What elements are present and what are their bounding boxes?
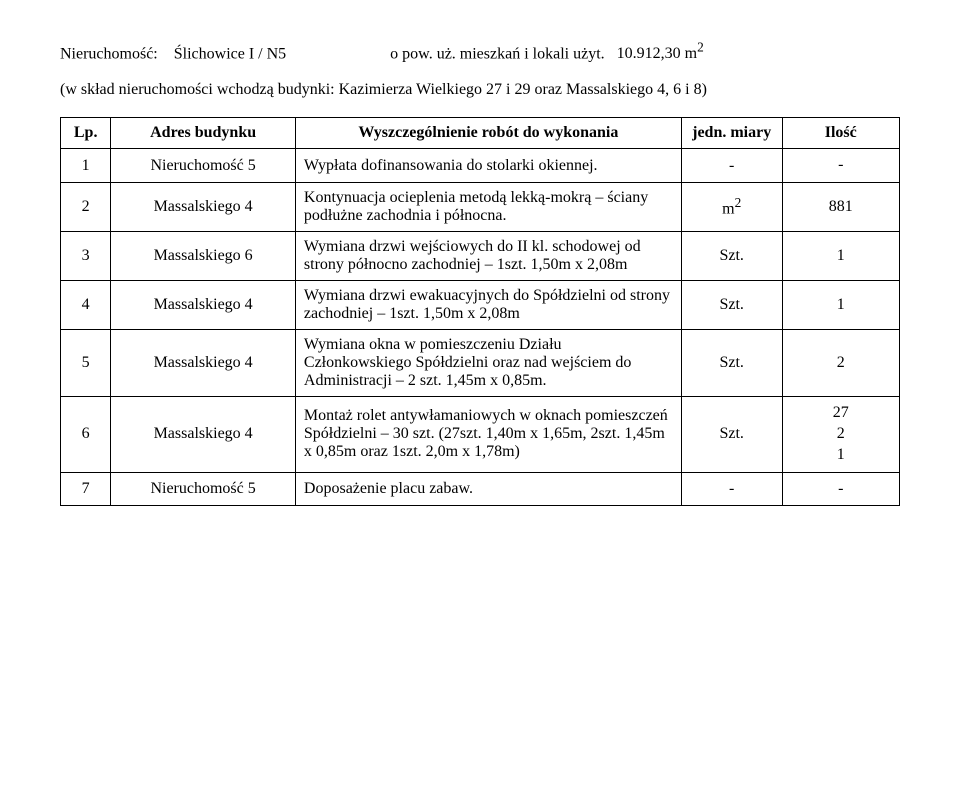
table-row: 2Massalskiego 4Kontynuacja ocieplenia me… [61, 183, 900, 232]
works-table: Lp. Adres budynku Wyszczególnienie robót… [60, 117, 900, 506]
table-row: 4Massalskiego 4Wymiana drzwi ewakuacyjny… [61, 281, 900, 330]
table-row: 7Nieruchomość 5Doposażenie placu zabaw.-… [61, 472, 900, 506]
cell-qty: 2 [782, 330, 899, 397]
th-desc: Wyszczególnienie robót do wykonania [295, 118, 681, 149]
cell-qty: - [782, 149, 899, 183]
cell-unit: Szt. [681, 281, 782, 330]
cell-desc: Kontynuacja ocieplenia metodą lekką-mokr… [295, 183, 681, 232]
cell-address: Massalskiego 4 [111, 281, 296, 330]
cell-address: Nieruchomość 5 [111, 472, 296, 506]
cell-lp: 5 [61, 330, 111, 397]
table-body: 1Nieruchomość 5Wypłata dofinansowania do… [61, 149, 900, 506]
cell-address: Massalskiego 4 [111, 183, 296, 232]
subtitle: (w skład nieruchomości wchodzą budynki: … [60, 81, 900, 99]
cell-unit: - [681, 472, 782, 506]
cell-qty: 881 [782, 183, 899, 232]
cell-lp: 2 [61, 183, 111, 232]
cell-address: Nieruchomość 5 [111, 149, 296, 183]
cell-address: Massalskiego 4 [111, 330, 296, 397]
table-row: 3Massalskiego 6Wymiana drzwi wejściowych… [61, 232, 900, 281]
cell-unit: m2 [681, 183, 782, 232]
cell-lp: 1 [61, 149, 111, 183]
table-row: 6Massalskiego 4Montaż rolet antywłamanio… [61, 397, 900, 472]
table-header-row: Lp. Adres budynku Wyszczególnienie robót… [61, 118, 900, 149]
cell-desc: Wymiana drzwi ewakuacyjnych do Spółdziel… [295, 281, 681, 330]
cell-address: Massalskiego 6 [111, 232, 296, 281]
cell-address: Massalskiego 4 [111, 397, 296, 472]
cell-qty: - [782, 472, 899, 506]
table-row: 5Massalskiego 4Wymiana okna w pomieszcze… [61, 330, 900, 397]
header-line: Nieruchomość: Ślichowice I / N5 o pow. u… [60, 40, 900, 63]
cell-qty: 1 [782, 281, 899, 330]
area-value: 10.912,30 m2 [617, 45, 704, 62]
th-address: Adres budynku [111, 118, 296, 149]
cell-desc: Wypłata dofinansowania do stolarki okien… [295, 149, 681, 183]
cell-desc: Montaż rolet antywłamaniowych w oknach p… [295, 397, 681, 472]
cell-unit: Szt. [681, 330, 782, 397]
cell-lp: 7 [61, 472, 111, 506]
cell-desc: Wymiana okna w pomieszczeniu Działu Czło… [295, 330, 681, 397]
label-nieruchomosc: Nieruchomość: [60, 45, 158, 62]
th-qty: Ilość [782, 118, 899, 149]
table-row: 1Nieruchomość 5Wypłata dofinansowania do… [61, 149, 900, 183]
cell-unit: - [681, 149, 782, 183]
cell-lp: 6 [61, 397, 111, 472]
property-name: Ślichowice I / N5 [174, 45, 286, 62]
cell-desc: Doposażenie placu zabaw. [295, 472, 681, 506]
cell-qty: 1 [782, 232, 899, 281]
area-label: o pow. uż. mieszkań i lokali użyt. [390, 45, 604, 62]
cell-unit: Szt. [681, 232, 782, 281]
cell-unit: Szt. [681, 397, 782, 472]
cell-lp: 3 [61, 232, 111, 281]
cell-qty: 2721 [782, 397, 899, 472]
th-lp: Lp. [61, 118, 111, 149]
cell-desc: Wymiana drzwi wejściowych do II kl. scho… [295, 232, 681, 281]
th-unit: jedn. miary [681, 118, 782, 149]
cell-lp: 4 [61, 281, 111, 330]
